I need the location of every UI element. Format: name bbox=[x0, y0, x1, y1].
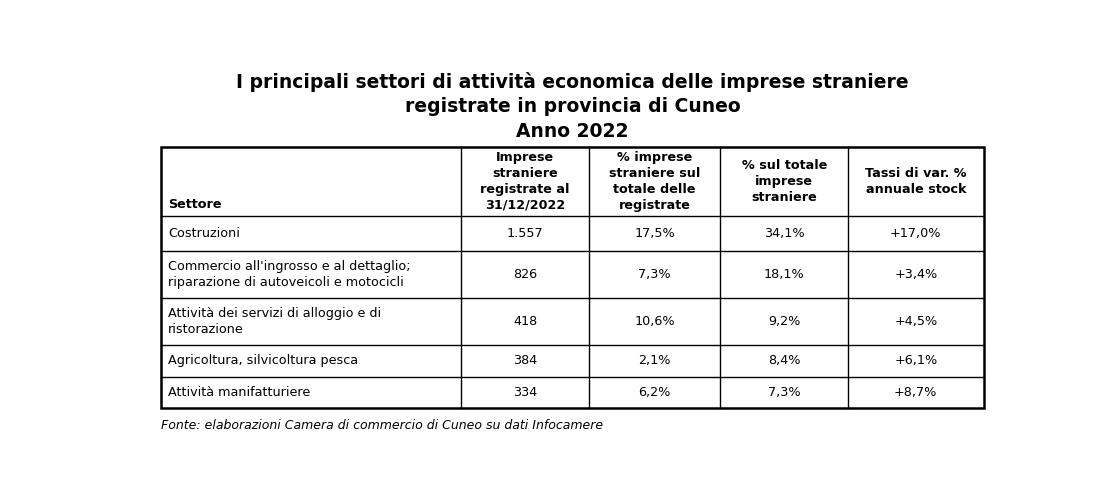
Text: % sul totale
imprese
straniere: % sul totale imprese straniere bbox=[742, 159, 827, 204]
Text: Fonte: elaborazioni Camera di commercio di Cuneo su dati Infocamere: Fonte: elaborazioni Camera di commercio … bbox=[161, 419, 603, 432]
Text: 6,2%: 6,2% bbox=[639, 386, 671, 399]
Text: +17,0%: +17,0% bbox=[890, 227, 942, 240]
Text: 384: 384 bbox=[513, 354, 537, 367]
Text: Costruzioni: Costruzioni bbox=[169, 227, 240, 240]
Text: 2,1%: 2,1% bbox=[639, 354, 671, 367]
Text: 1.557: 1.557 bbox=[507, 227, 544, 240]
Text: % imprese
straniere sul
totale delle
registrate: % imprese straniere sul totale delle reg… bbox=[609, 151, 700, 212]
Text: Attività dei servizi di alloggio e di
ristorazione: Attività dei servizi di alloggio e di ri… bbox=[169, 307, 381, 336]
Text: 7,3%: 7,3% bbox=[639, 268, 671, 281]
Text: 18,1%: 18,1% bbox=[764, 268, 804, 281]
Text: Attività manifatturiere: Attività manifatturiere bbox=[169, 386, 311, 399]
Text: 7,3%: 7,3% bbox=[767, 386, 801, 399]
Text: +8,7%: +8,7% bbox=[894, 386, 937, 399]
Text: Anno 2022: Anno 2022 bbox=[516, 122, 629, 141]
Text: 17,5%: 17,5% bbox=[634, 227, 675, 240]
Text: Commercio all'ingrosso e al dettaglio;
riparazione di autoveicoli e motocicli: Commercio all'ingrosso e al dettaglio; r… bbox=[169, 260, 411, 289]
Text: Settore: Settore bbox=[169, 198, 221, 211]
Text: Tassi di var. %
annuale stock: Tassi di var. % annuale stock bbox=[865, 167, 966, 196]
Text: 9,2%: 9,2% bbox=[768, 315, 801, 328]
Text: +6,1%: +6,1% bbox=[895, 354, 937, 367]
Text: 8,4%: 8,4% bbox=[768, 354, 801, 367]
Text: 826: 826 bbox=[513, 268, 537, 281]
Text: 10,6%: 10,6% bbox=[634, 315, 675, 328]
Text: 34,1%: 34,1% bbox=[764, 227, 804, 240]
Text: I principali settori di attività economica delle imprese straniere: I principali settori di attività economi… bbox=[236, 72, 909, 92]
Text: registrate in provincia di Cuneo: registrate in provincia di Cuneo bbox=[404, 96, 741, 116]
Text: Imprese
straniere
registrate al
31/12/2022: Imprese straniere registrate al 31/12/20… bbox=[480, 151, 570, 212]
Text: 418: 418 bbox=[513, 315, 537, 328]
Text: Agricoltura, silvicoltura pesca: Agricoltura, silvicoltura pesca bbox=[169, 354, 359, 367]
Text: 334: 334 bbox=[513, 386, 537, 399]
Text: +3,4%: +3,4% bbox=[895, 268, 937, 281]
Bar bbox=[161, 146, 984, 408]
Text: +4,5%: +4,5% bbox=[895, 315, 937, 328]
